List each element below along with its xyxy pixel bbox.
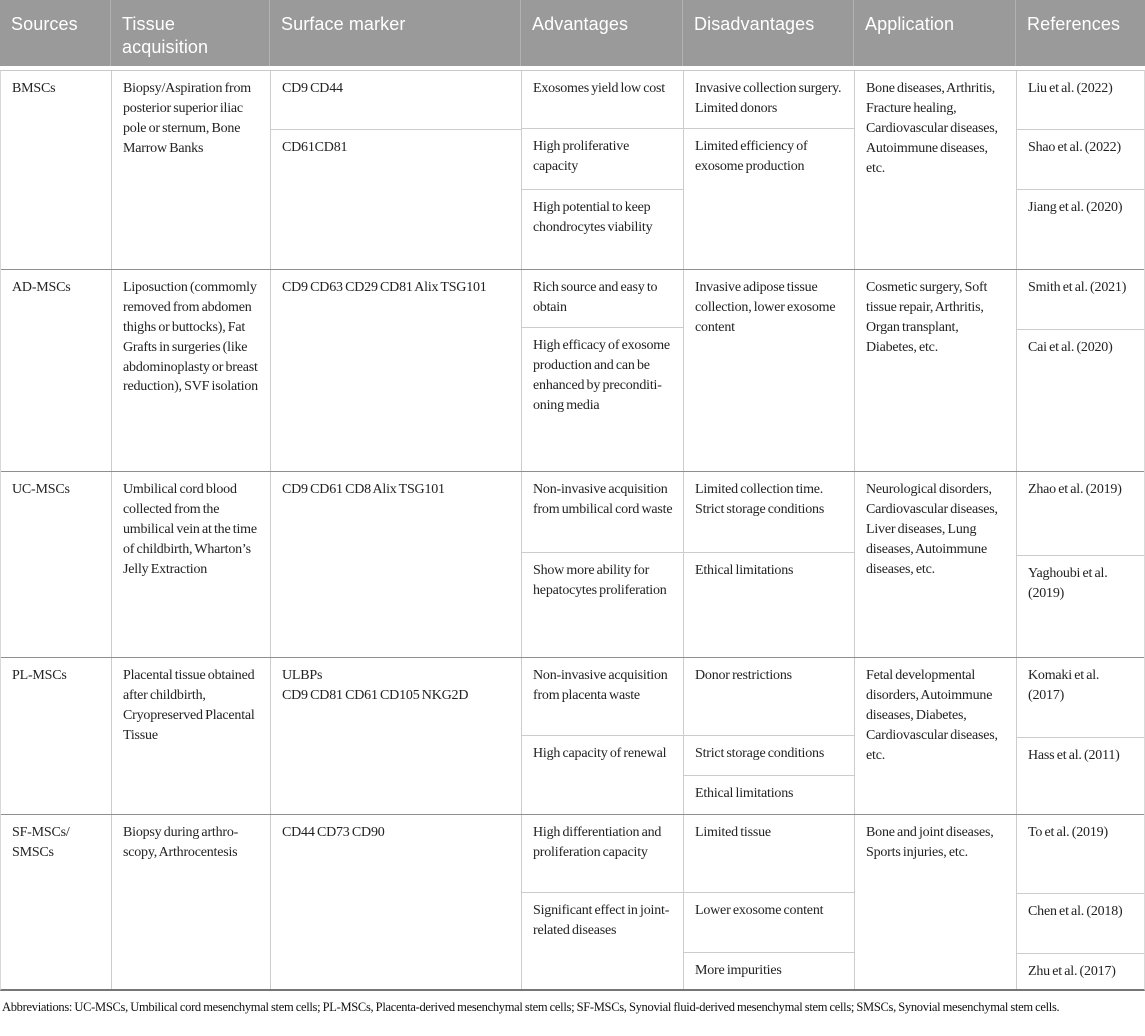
cell-advantage: High capacity of renewal: [522, 735, 683, 814]
cell-disadvantage: Donor restrictions: [695, 668, 792, 683]
cell-source: UC-MSCs: [12, 482, 70, 497]
cell-source: AD-MSCs: [12, 280, 71, 295]
surface-marker-cells: CD9 CD44 CD61CD81: [270, 71, 521, 269]
cell-advantage: High potential to keep chondrocytes viab…: [522, 189, 683, 269]
cell-advantage: Significant effect in joint-related dise…: [522, 892, 683, 989]
table-row-pl-mscs: PL-MSCs Placental tissue obtained after …: [1, 657, 1144, 814]
cell-reference: Komaki et al. (2017): [1028, 668, 1100, 703]
cell-reference: Jiang et al. (2020): [1017, 189, 1144, 269]
advantages-cells: Non-invasive acquisition from umbilical …: [521, 472, 683, 657]
cell-tissue-acquisition: Placental tissue obtained after childbir…: [111, 658, 270, 814]
cell-tissue-acquisition: Biopsy/Aspiration from posterior superio…: [111, 71, 270, 269]
table-row-uc-mscs: UC-MSCs Umbilical cord blood collected f…: [1, 471, 1144, 657]
cell-tissue-acquisition: Biopsy during arthro-scopy, Arthrocentes…: [111, 815, 270, 989]
column-header-application: Application: [853, 0, 1015, 66]
cell-tissue-acquisition: Liposuction (commomly removed from abdom…: [111, 270, 270, 471]
cell-surface-marker: CD9 CD61 CD8 Alix TSG101: [270, 472, 521, 657]
cell-advantage: Non-invasive acquisition from umbilical …: [533, 482, 673, 517]
cell-advantage: Non-invasive acquisition from placenta w…: [533, 668, 668, 703]
cell-reference: Smith et al. (2021): [1028, 280, 1127, 295]
cell-advantage: Show more ability for hepatocytes prolif…: [522, 552, 683, 657]
cell-reference: To et al. (2019): [1028, 825, 1108, 840]
cell-reference: Yaghoubi et al. (2019): [1017, 555, 1144, 657]
cell-reference: Hass et al. (2011): [1017, 737, 1144, 814]
column-header-tissue-acquisition: Tissue acquisition: [110, 0, 269, 66]
disadvantages-cells: Limited tissue Lower exosome content Mor…: [683, 815, 854, 989]
cell-application: Bone diseases, Arthritis, Fracture heali…: [854, 71, 1016, 269]
cell-reference: Chen et al. (2018): [1017, 893, 1144, 953]
cell-advantage: Exosomes yield low cost: [533, 81, 665, 96]
cell-application: Cosmetic surgery, Soft tissue repair, Ar…: [854, 270, 1016, 471]
cell-surface-marker: CD44 CD73 CD90: [270, 815, 521, 989]
advantages-cells: Non-invasive acquisition from placenta w…: [521, 658, 683, 814]
table-row-bmscs: BMSCs Biopsy/Aspiration from posterior s…: [1, 71, 1144, 269]
references-cells: Smith et al. (2021) Cai et al. (2020): [1016, 270, 1144, 471]
cell-disadvantage: Limited tissue: [695, 825, 771, 840]
cell-disadvantage: Ethical limitations: [684, 552, 854, 657]
advantages-cells: Exosomes yield low cost High proliferati…: [521, 71, 683, 269]
references-cells: Zhao et al. (2019) Yaghoubi et al. (2019…: [1016, 472, 1144, 657]
table-body: BMSCs Biopsy/Aspiration from posterior s…: [0, 70, 1145, 991]
abbreviations-footnote: Abbreviations: UC-MSCs, Umbilical cord m…: [2, 1000, 1060, 1014]
table-row-ad-mscs: AD-MSCs Liposuction (commomly removed fr…: [1, 269, 1144, 471]
cell-surface-marker: CD9 CD44: [282, 81, 343, 96]
cell-source: PL-MSCs: [12, 668, 67, 683]
column-header-surface-marker: Surface marker: [269, 0, 520, 66]
column-header-sources: Sources: [11, 14, 78, 34]
cell-advantage: High efficacy of exosome production and …: [522, 327, 683, 471]
cell-tissue-acquisition: Umbilical cord blood collected from the …: [111, 472, 270, 657]
cell-source: SF-MSCs/ SMSCs: [12, 825, 70, 860]
cell-advantage: Rich source and easy to obtain: [533, 280, 658, 315]
advantages-cells: Rich source and easy to obtain High effi…: [521, 270, 683, 471]
references-cells: To et al. (2019) Chen et al. (2018) Zhu …: [1016, 815, 1144, 989]
column-header-references: References: [1015, 0, 1145, 66]
cell-application: Neurological disorders, Cardiovascular d…: [854, 472, 1016, 657]
cell-disadvantage: Limited collection time. Strict storage …: [695, 482, 825, 517]
cell-advantage: High proliferative capacity: [522, 128, 683, 189]
cell-application: Fetal developmental disorders, Autoimmun…: [854, 658, 1016, 814]
table-header: Sources Tissue acquisition Surface marke…: [0, 0, 1145, 66]
cell-reference: Cai et al. (2020): [1017, 329, 1144, 471]
cell-reference: Zhu et al. (2017): [1017, 953, 1144, 989]
cell-advantage: High differentiation and proliferation c…: [533, 825, 662, 860]
cell-reference: Shao et al. (2022): [1017, 129, 1144, 189]
cell-reference: Liu et al. (2022): [1028, 81, 1113, 96]
disadvantages-cells: Invasive collection surgery. Limited don…: [683, 71, 854, 269]
cell-disadvantage: Limited efficiency of exosome production: [684, 128, 854, 269]
cell-disadvantage: Ethical limitations: [684, 775, 854, 814]
cell-source: BMSCs: [12, 81, 56, 96]
column-header-advantages: Advantages: [520, 0, 682, 66]
cell-surface-marker: CD61CD81: [271, 129, 521, 269]
table-row-sf-mscs: SF-MSCs/ SMSCs Biopsy during arthro-scop…: [1, 814, 1144, 989]
references-cells: Liu et al. (2022) Shao et al. (2022) Jia…: [1016, 71, 1144, 269]
cell-application: Bone and joint diseases, Sports injuries…: [854, 815, 1016, 989]
references-cells: Komaki et al. (2017) Hass et al. (2011): [1016, 658, 1144, 814]
advantages-cells: High differentiation and proliferation c…: [521, 815, 683, 989]
cell-disadvantage: Invasive adipose tissue collection, lowe…: [683, 270, 854, 471]
column-header-disadvantages: Disadvantages: [682, 0, 853, 66]
cell-surface-marker: ULBPs CD9 CD81 CD61 CD105 NKG2D: [270, 658, 521, 814]
cell-disadvantage: Lower exosome content: [684, 892, 854, 952]
disadvantages-cells: Donor restrictions Strict storage condit…: [683, 658, 854, 814]
cell-reference: Zhao et al. (2019): [1028, 482, 1122, 497]
cell-disadvantage: Strict storage conditions: [684, 735, 854, 775]
cell-surface-marker: CD9 CD63 CD29 CD81 Alix TSG101: [270, 270, 521, 471]
cell-disadvantage: Invasive collection surgery. Limited don…: [695, 81, 842, 116]
cell-disadvantage: More impurities: [684, 952, 854, 989]
disadvantages-cells: Limited collection time. Strict storage …: [683, 472, 854, 657]
